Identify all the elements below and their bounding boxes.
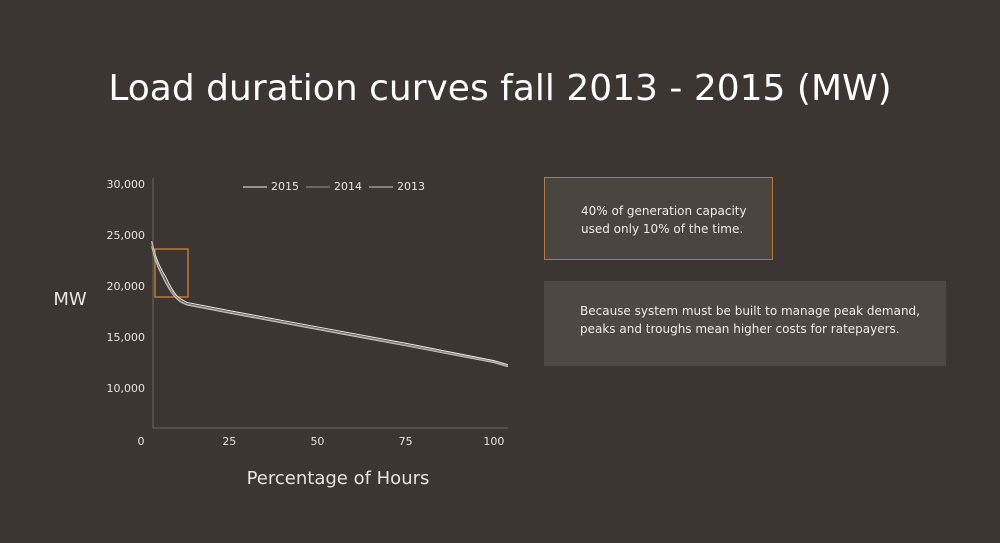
series-line xyxy=(151,241,509,366)
legend-label: 2015 xyxy=(271,180,299,193)
annotation-box: 40% of generation capacity used only 10%… xyxy=(544,177,773,260)
x-tick-label: 75 xyxy=(399,435,413,448)
y-tick-label: 20,000 xyxy=(107,280,146,293)
x-tick-label: 0 xyxy=(138,435,145,448)
y-tick-label: 30,000 xyxy=(107,178,146,191)
highlight-box xyxy=(154,248,189,298)
chart-title: Load duration curves fall 2013 - 2015 (M… xyxy=(108,68,891,109)
annotation-box: Because system must be built to manage p… xyxy=(544,281,946,366)
series-line xyxy=(151,243,509,367)
y-tick-label: 15,000 xyxy=(107,331,146,344)
y-tick-label: 10,000 xyxy=(107,382,146,395)
x-tick-label: 25 xyxy=(222,435,236,448)
legend-label: 2014 xyxy=(334,180,362,193)
series-line xyxy=(151,246,509,368)
y-axis-label: MW xyxy=(53,289,87,310)
legend-label: 2013 xyxy=(397,180,425,193)
x-tick-label: 100 xyxy=(483,435,504,448)
x-tick-label: 50 xyxy=(310,435,324,448)
x-axis-label: Percentage of Hours xyxy=(247,468,430,489)
y-tick-label: 25,000 xyxy=(107,229,146,242)
